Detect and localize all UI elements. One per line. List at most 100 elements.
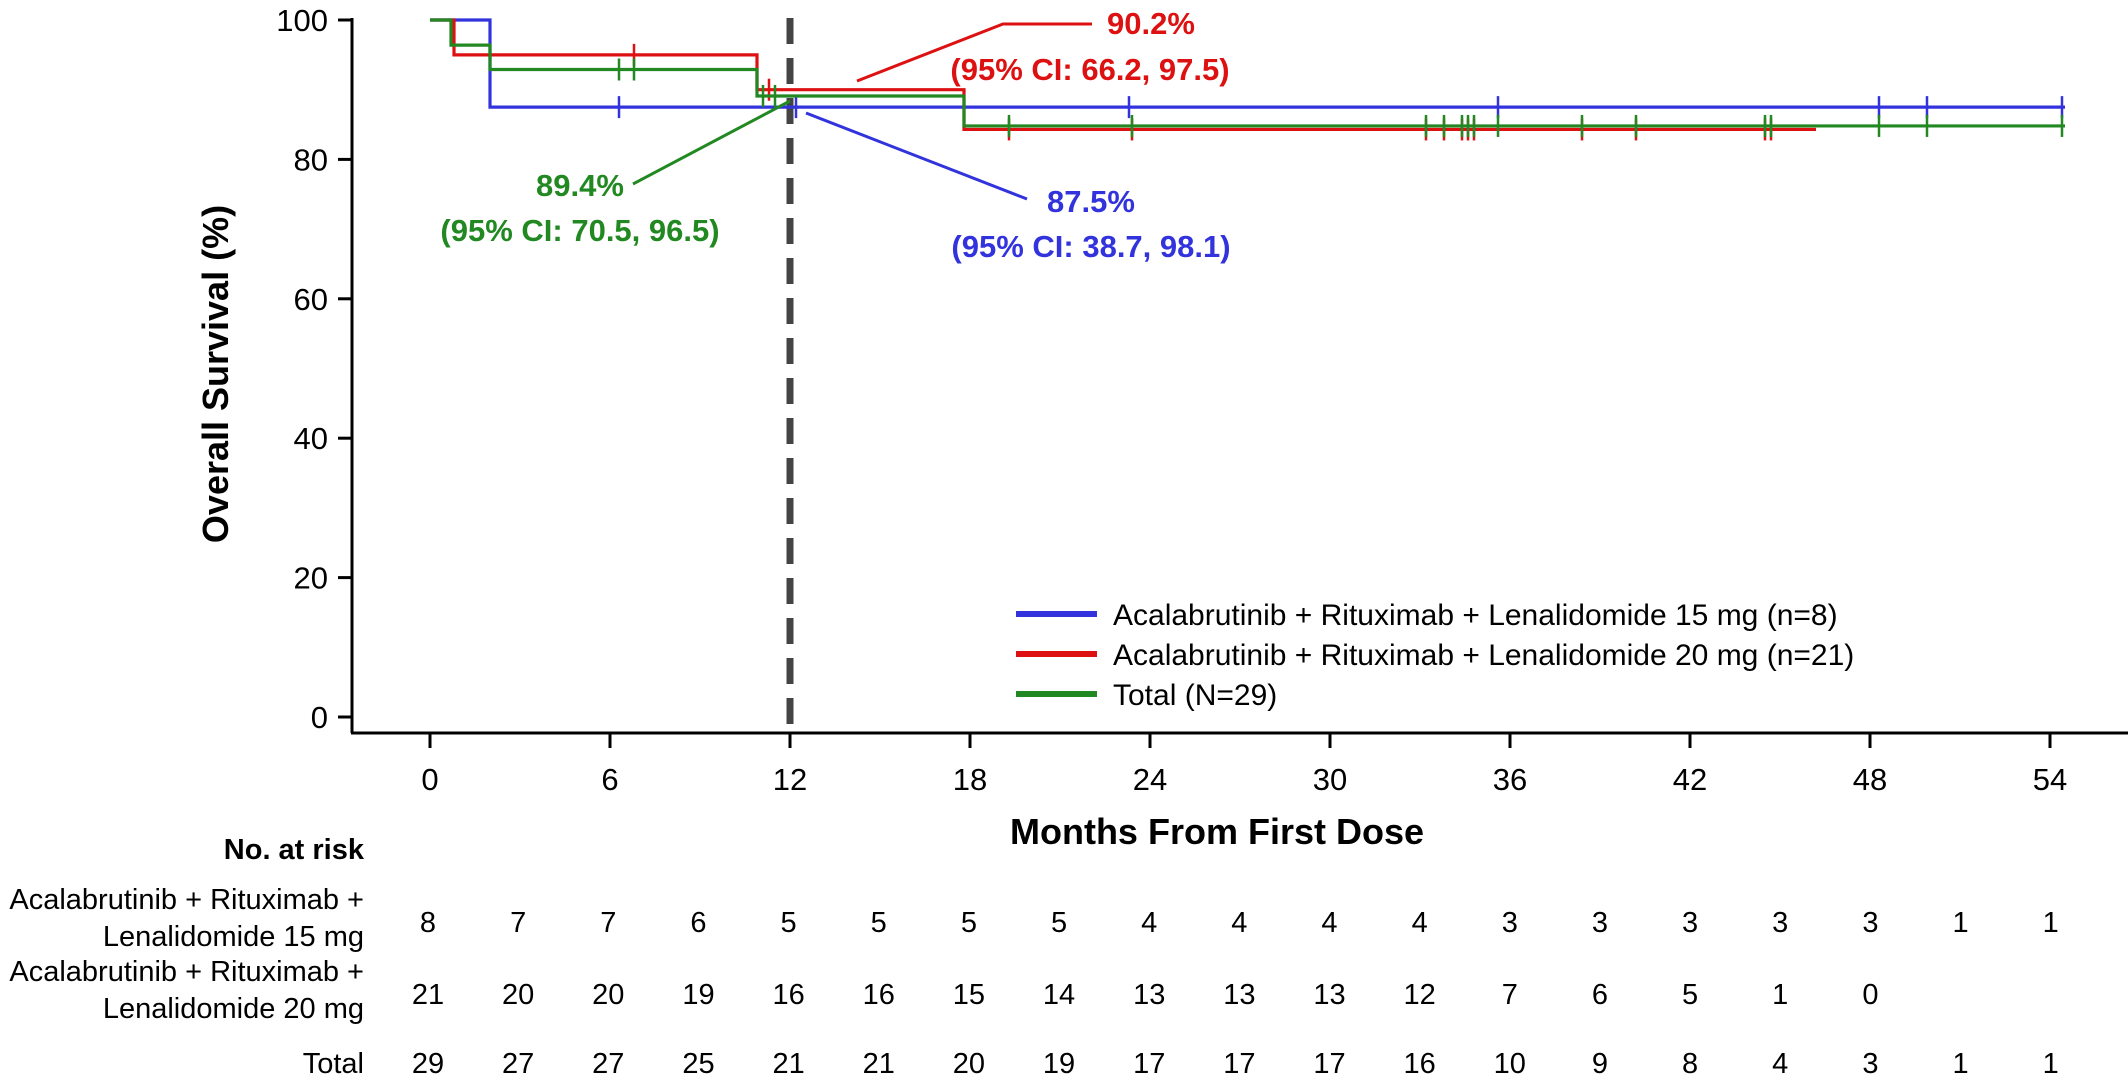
- risk-count: 1: [2043, 1048, 2059, 1080]
- risk-count: 5: [871, 907, 887, 939]
- risk-count: 12: [1404, 979, 1436, 1011]
- risk-count: 27: [592, 1048, 624, 1080]
- risk-count: 20: [592, 979, 624, 1011]
- y-tick-label: 40: [294, 421, 328, 456]
- x-tick-label: 0: [421, 762, 438, 797]
- risk-count: 20: [953, 1048, 985, 1080]
- risk-row-label: Lenalidomide 15 mg: [103, 921, 364, 953]
- annotation-value: 89.4%: [536, 168, 624, 203]
- y-tick-label: 20: [294, 561, 328, 596]
- annotation-value: 87.5%: [1047, 184, 1135, 219]
- risk-count: 17: [1313, 1048, 1345, 1080]
- risk-row-2: Total 29 27 27 25 21 21 20 19 17 17 17 16 10 9 8 4 3 1 1: [303, 1048, 2059, 1080]
- risk-count: 4: [1321, 907, 1337, 939]
- risk-count: 19: [682, 979, 714, 1011]
- x-tick-label: 24: [1133, 762, 1167, 797]
- risk-count: 25: [682, 1048, 714, 1080]
- risk-count: 5: [1682, 979, 1698, 1011]
- risk-count: 13: [1133, 979, 1165, 1011]
- x-axis-title: Months From First Dose: [1010, 811, 1424, 852]
- risk-count: 9: [1592, 1048, 1608, 1080]
- annotation-leader-line: [805, 111, 1028, 201]
- annotation-value: 90.2%: [1107, 6, 1195, 41]
- risk-count: 1: [1952, 1048, 1968, 1080]
- annotation-leader-line: [632, 99, 791, 186]
- series-line: [430, 18, 2065, 128]
- y-tick-label: 0: [311, 700, 328, 735]
- risk-count: 7: [1502, 979, 1518, 1011]
- risk-count: 3: [1862, 907, 1878, 939]
- annotation-ci: (95% CI: 66.2, 97.5): [950, 52, 1229, 87]
- annotation-ci: (95% CI: 70.5, 96.5): [440, 213, 719, 248]
- y-axis-title: Overall Survival (%): [195, 205, 236, 543]
- risk-row-label: Lenalidomide 20 mg: [103, 993, 364, 1025]
- x-tick-label: 12: [773, 762, 807, 797]
- risk-count: 5: [1051, 907, 1067, 939]
- risk-count: 3: [1502, 907, 1518, 939]
- risk-count: 1: [2043, 907, 2059, 939]
- risk-count: 16: [1404, 1048, 1436, 1080]
- risk-count: 8: [1682, 1048, 1698, 1080]
- risk-count: 1: [1952, 907, 1968, 939]
- risk-row-1: Acalabrutinib + Rituximab + Lenalidomide …: [9, 956, 1878, 1025]
- risk-count: 13: [1313, 979, 1345, 1011]
- risk-count: 5: [961, 907, 977, 939]
- risk-row-label: Total: [303, 1048, 364, 1080]
- risk-row-label: Acalabrutinib + Rituximab +: [9, 956, 364, 988]
- risk-row-0: Acalabrutinib + Rituximab + Lenalidomide …: [9, 884, 2058, 953]
- legend-entry: Acalabrutinib + Rituximab + Lenalidomide…: [1113, 639, 1854, 672]
- risk-count: 3: [1772, 907, 1788, 939]
- risk-count: 6: [690, 907, 706, 939]
- risk-count: 21: [863, 1048, 895, 1080]
- risk-count: 4: [1412, 907, 1428, 939]
- risk-count: 27: [502, 1048, 534, 1080]
- x-tick-label: 54: [2033, 762, 2067, 797]
- risk-table-title: No. at risk: [224, 834, 365, 866]
- y-tick-label: 80: [294, 142, 328, 177]
- risk-count: 16: [772, 979, 804, 1011]
- risk-count: 16: [863, 979, 895, 1011]
- series-2: [430, 18, 2065, 137]
- risk-count: 7: [600, 907, 616, 939]
- risk-count: 3: [1862, 1048, 1878, 1080]
- x-tick-label: 18: [953, 762, 987, 797]
- series-line: [430, 18, 2065, 109]
- legend-entry: Total (N=29): [1113, 679, 1277, 712]
- x-tick-label: 42: [1673, 762, 1707, 797]
- risk-count: 17: [1133, 1048, 1165, 1080]
- risk-count: 6: [1592, 979, 1608, 1011]
- risk-count: 15: [953, 979, 985, 1011]
- y-tick-label: 60: [294, 282, 328, 317]
- risk-count: 21: [772, 1048, 804, 1080]
- risk-count: 13: [1223, 979, 1255, 1011]
- risk-count: 21: [412, 979, 444, 1011]
- annotation-2: 87.5% (95% CI: 38.7, 98.1): [805, 111, 1231, 264]
- risk-count: 4: [1141, 907, 1157, 939]
- annotation-1: 89.4% (95% CI: 70.5, 96.5): [440, 99, 791, 248]
- risk-count: 19: [1043, 1048, 1075, 1080]
- risk-row-label: Acalabrutinib + Rituximab +: [9, 884, 364, 916]
- annotation-leader-line: [856, 22, 1092, 83]
- annotation-ci: (95% CI: 38.7, 98.1): [951, 229, 1230, 264]
- annotation-0: 90.2% (95% CI: 66.2, 97.5): [856, 6, 1230, 87]
- axes: 0 20 40 60 80 100 0 6 12 18 24 30 36 42 48 54 Months Fro…: [195, 3, 2128, 852]
- risk-count: 8: [420, 907, 436, 939]
- risk-count: 29: [412, 1048, 444, 1080]
- legend-entry: Acalabrutinib + Rituximab + Lenalidomide…: [1113, 599, 1838, 632]
- risk-count: 0: [1862, 979, 1878, 1011]
- risk-count: 7: [510, 907, 526, 939]
- legend: Acalabrutinib + Rituximab + Lenalidomide…: [1016, 599, 1854, 712]
- risk-count: 1: [1772, 979, 1788, 1011]
- x-tick-label: 6: [601, 762, 618, 797]
- x-tick-label: 48: [1853, 762, 1887, 797]
- risk-count: 4: [1772, 1048, 1788, 1080]
- risk-count: 20: [502, 979, 534, 1011]
- series-group: [430, 18, 2065, 141]
- risk-count: 3: [1592, 907, 1608, 939]
- risk-count: 5: [781, 907, 797, 939]
- risk-count: 17: [1223, 1048, 1255, 1080]
- y-tick-label: 100: [276, 3, 328, 38]
